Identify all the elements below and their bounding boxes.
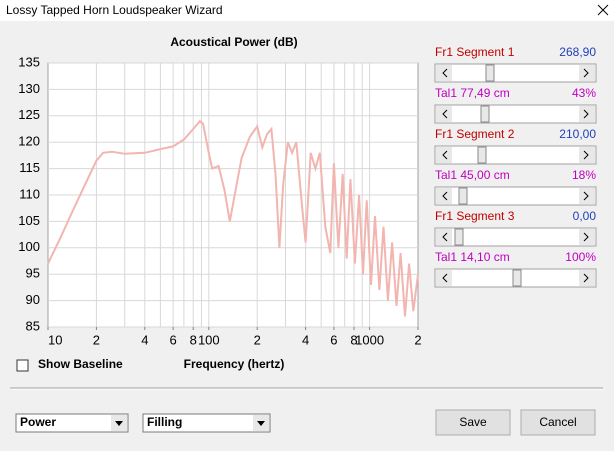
slider-value: 210,00 — [559, 127, 596, 141]
slider-value: 268,90 — [559, 45, 596, 59]
combo-text: Filling — [147, 415, 182, 429]
slider-label: Tal1 45,00 cm — [435, 168, 510, 182]
y-tick-label: 95 — [26, 266, 40, 281]
x-tick-label: 2 — [93, 332, 100, 347]
x-tick-label: 2 — [414, 332, 421, 347]
button-text: Cancel — [539, 415, 576, 429]
slider-thumb[interactable] — [512, 269, 522, 287]
slider-label: Fr1 Segment 1 — [435, 45, 515, 59]
slider-track[interactable] — [434, 104, 597, 124]
y-tick-label: 105 — [18, 213, 40, 228]
combo-power[interactable]: Power — [15, 413, 129, 433]
arrow-icon — [442, 68, 448, 78]
arrow-icon — [583, 273, 589, 283]
x-tick-label: 8 — [190, 332, 197, 347]
window-title: Lossy Tapped Horn Loudspeaker Wizard — [6, 3, 223, 17]
arrow-icon — [583, 232, 589, 242]
y-tick-label: 135 — [18, 54, 40, 69]
chart-title: Acoustical Power (dB) — [170, 35, 297, 49]
slider-arrow-right[interactable] — [579, 188, 595, 204]
y-tick-label: 100 — [18, 239, 40, 254]
arrow-icon — [583, 150, 589, 160]
arrow-icon — [583, 109, 589, 119]
slider-arrow-left[interactable] — [436, 147, 452, 163]
slider-arrow-left[interactable] — [436, 65, 452, 81]
slider-label: Tal1 14,10 cm — [435, 250, 510, 264]
arrow-icon — [442, 232, 448, 242]
slider-arrow-left[interactable] — [436, 229, 452, 245]
x-tick-label: 4 — [302, 332, 309, 347]
slider-thumb[interactable] — [480, 105, 490, 123]
cancel-button[interactable]: Cancel — [520, 409, 596, 436]
slider-arrow-right[interactable] — [579, 65, 595, 81]
checkbox[interactable] — [16, 359, 29, 372]
y-tick-label: 90 — [26, 292, 40, 307]
slider-arrow-right[interactable] — [579, 106, 595, 122]
close-button[interactable] — [597, 4, 609, 16]
slider-label: Fr1 Segment 3 — [435, 209, 515, 223]
slider-arrow-right[interactable] — [579, 229, 595, 245]
slider-label: Tal1 77,49 cm — [435, 86, 510, 100]
slider-arrow-left[interactable] — [436, 188, 452, 204]
slider-value: 18% — [572, 168, 596, 182]
checkbox-label[interactable]: Show Baseline — [38, 357, 123, 371]
title-bar — [0, 0, 614, 21]
slider-value: 0,00 — [573, 209, 597, 223]
x-tick-label: 8 — [350, 332, 357, 347]
slider-arrow-left[interactable] — [436, 106, 452, 122]
arrow-icon — [442, 109, 448, 119]
combo-filling[interactable]: Filling — [142, 413, 271, 433]
arrow-icon — [442, 150, 448, 160]
slider-label: Fr1 Segment 2 — [435, 127, 515, 141]
slider-thumb[interactable] — [485, 64, 495, 82]
slider-thumb[interactable] — [477, 146, 487, 164]
save-button[interactable]: Save — [435, 409, 511, 436]
arrow-icon — [583, 68, 589, 78]
y-tick-label: 125 — [18, 107, 40, 122]
arrow-icon — [442, 273, 448, 283]
slider-track[interactable] — [434, 227, 597, 247]
x-tick-label: 1000 — [355, 332, 384, 347]
x-axis-label: Frequency (hertz) — [184, 357, 285, 371]
slider-track[interactable] — [434, 145, 597, 165]
y-tick-label: 120 — [18, 134, 40, 149]
slider-track[interactable] — [434, 186, 597, 206]
x-tick-label: 6 — [330, 332, 337, 347]
slider-thumb[interactable] — [458, 187, 468, 205]
slider-arrow-left[interactable] — [436, 270, 452, 286]
slider-thumb[interactable] — [454, 228, 464, 246]
slider-arrow-right[interactable] — [579, 147, 595, 163]
slider-value: 100% — [565, 250, 596, 264]
x-tick-label: 6 — [170, 332, 177, 347]
y-tick-label: 85 — [26, 318, 40, 333]
button-text: Save — [459, 415, 487, 429]
x-tick-label: 100 — [198, 332, 220, 347]
y-tick-label: 115 — [19, 160, 40, 175]
slider-arrow-right[interactable] — [579, 270, 595, 286]
x-tick-label: 2 — [254, 332, 261, 347]
combo-text: Power — [20, 415, 56, 429]
response-line — [47, 119, 419, 317]
arrow-icon — [442, 191, 448, 201]
arrow-icon — [583, 191, 589, 201]
slider-value: 43% — [572, 86, 596, 100]
x-tick-label: 10 — [48, 332, 62, 347]
slider-track[interactable] — [434, 63, 597, 83]
y-tick-label: 130 — [18, 81, 40, 96]
y-tick-label: 110 — [19, 186, 40, 201]
x-tick-label: 4 — [141, 332, 148, 347]
